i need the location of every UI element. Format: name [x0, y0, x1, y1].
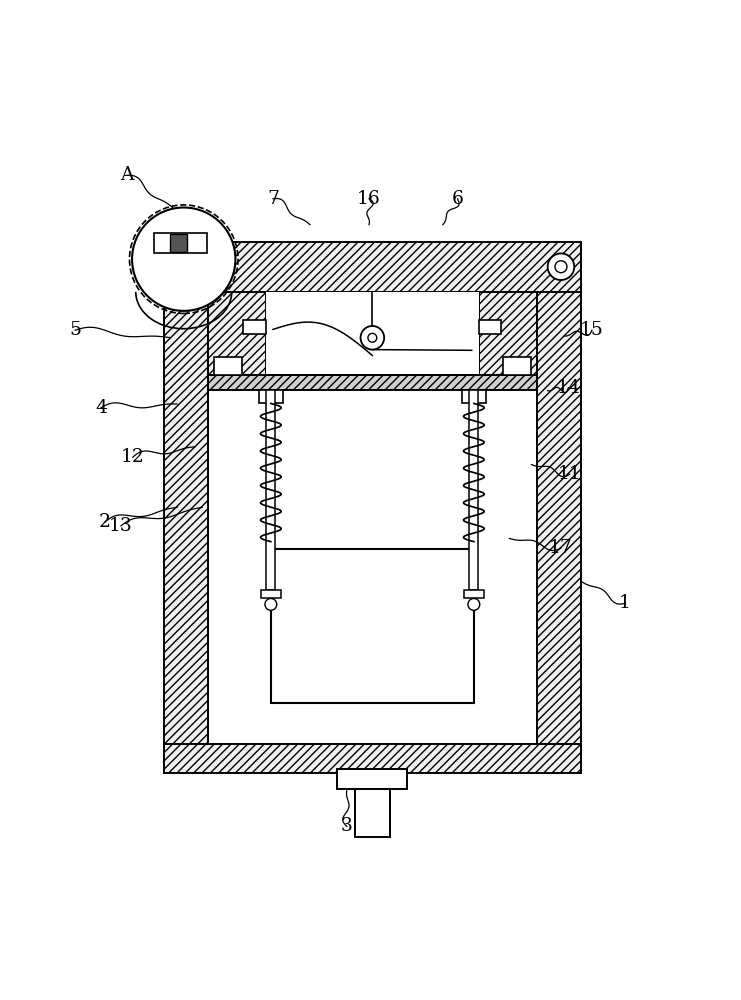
Bar — [469, 390, 478, 590]
Bar — [244, 320, 265, 334]
Text: 13: 13 — [109, 517, 133, 535]
Bar — [154, 233, 207, 253]
Bar — [170, 234, 187, 252]
Text: 15: 15 — [580, 321, 604, 339]
Bar — [265, 292, 479, 375]
Bar — [355, 789, 390, 837]
Text: 7: 7 — [267, 190, 279, 208]
Circle shape — [468, 598, 479, 610]
Text: 2: 2 — [99, 513, 110, 531]
Circle shape — [132, 208, 236, 311]
Bar — [208, 292, 265, 375]
Bar — [479, 292, 536, 375]
Text: 11: 11 — [558, 465, 582, 483]
Circle shape — [548, 253, 574, 280]
Text: 5: 5 — [69, 321, 82, 339]
Bar — [267, 390, 275, 590]
Circle shape — [265, 598, 276, 610]
Bar — [164, 242, 581, 292]
Bar — [502, 357, 531, 375]
Bar — [208, 375, 536, 390]
Text: 6: 6 — [452, 190, 464, 208]
Text: A: A — [120, 166, 133, 184]
Bar — [479, 320, 501, 334]
Text: 16: 16 — [357, 190, 381, 208]
Bar — [214, 357, 242, 375]
Bar — [208, 375, 536, 390]
Bar — [261, 590, 281, 598]
Circle shape — [368, 333, 376, 342]
Bar — [464, 590, 484, 598]
Bar — [259, 390, 282, 403]
Circle shape — [555, 261, 567, 273]
Bar — [164, 744, 581, 773]
Text: 17: 17 — [549, 539, 573, 557]
Bar — [536, 242, 581, 773]
Bar — [164, 242, 208, 773]
Bar — [462, 390, 485, 403]
Bar — [337, 769, 408, 789]
Text: 1: 1 — [619, 594, 631, 612]
Circle shape — [361, 326, 384, 350]
Text: 12: 12 — [121, 448, 144, 466]
Text: 4: 4 — [95, 399, 107, 417]
Text: 14: 14 — [556, 379, 580, 397]
Bar — [271, 549, 473, 703]
Text: 3: 3 — [341, 817, 353, 835]
